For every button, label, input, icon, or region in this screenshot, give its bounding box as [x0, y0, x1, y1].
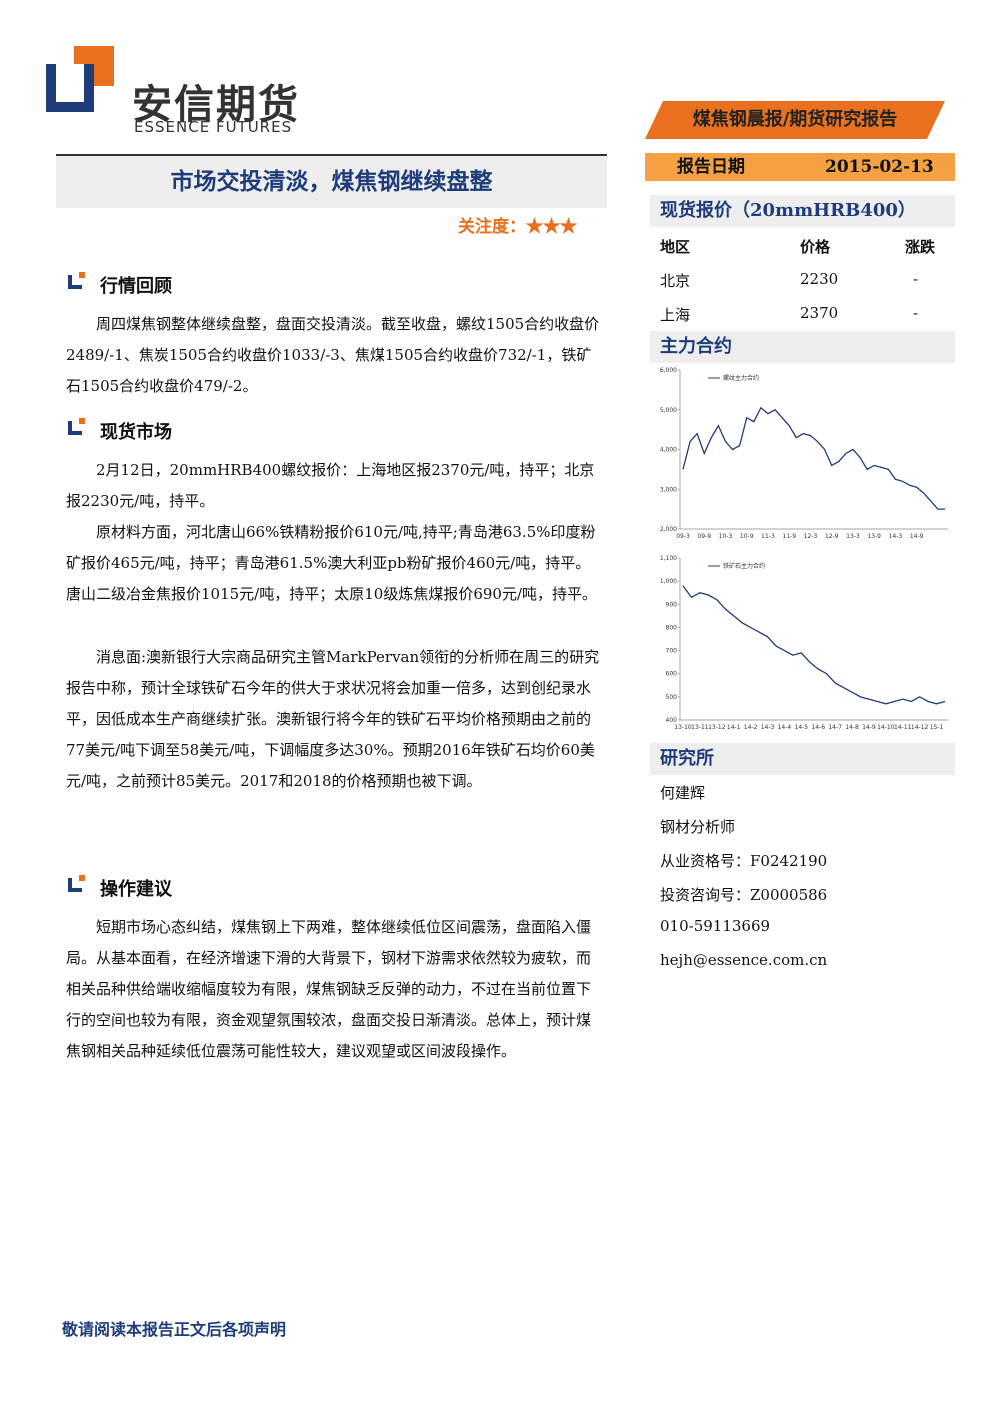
line — [682, 585, 946, 705]
x-tick-label: 14-3 — [761, 724, 775, 731]
section-heading: 行情回顾 — [100, 276, 172, 297]
x-tick-label: 09-9 — [697, 533, 711, 540]
research-heading: 研究所 — [650, 743, 955, 775]
report-type: 煤焦钢晨报/期货研究报告 — [645, 101, 945, 139]
research-line: 从业资格号：F0242190 — [660, 852, 828, 870]
paragraph: 短期市场心态纠结，煤焦钢上下两难，整体继续低位区间震荡，盘面陷入僵局。从基本面看… — [66, 918, 592, 1060]
y-tick-label: 400 — [666, 717, 678, 724]
paragraph: 周四煤焦钢整体继续盘整，盘面交投清淡。截至收盘，螺纹1505合约收盘价2489/… — [66, 315, 600, 395]
x-tick-label: 13-10 — [674, 724, 692, 731]
x-tick-label: 14-5 — [795, 724, 809, 731]
section-icon — [68, 272, 85, 289]
cell: 上海 — [660, 306, 691, 324]
x-tick-label: 11-9 — [782, 533, 796, 540]
spot-heading: 现货报价（20mmHRB400） — [650, 195, 955, 227]
y-tick-label: 2,000 — [660, 526, 677, 533]
attention: 关注度：★★★ — [458, 212, 577, 237]
report-title: 市场交投清淡，煤焦钢继续盘整 — [56, 154, 607, 208]
y-tick-label: 600 — [666, 671, 678, 678]
x-tick-label: 10-9 — [740, 533, 754, 540]
y-tick-label: 700 — [666, 648, 678, 655]
chart: 400 500 600 700 800 900 1,000 1,100 13-10 13-11 13… — [660, 555, 948, 731]
cell: 2370 — [800, 304, 839, 322]
cell: 北京 — [660, 272, 691, 290]
cell: - — [913, 304, 919, 322]
x-tick-label: 14-7 — [828, 724, 842, 731]
logo-text: 安信期货 — [132, 82, 300, 128]
paragraph: 原材料方面，河北唐山66%铁精粉报价610元/吨,持平;青岛港63.5%印度粉矿… — [66, 523, 598, 603]
x-tick-label: 14-3 — [889, 533, 903, 540]
research-line: 钢材分析师 — [660, 818, 736, 836]
col-head: 价格 — [800, 238, 831, 256]
legend-label: 铁矿石主力合约 — [723, 562, 765, 570]
heading-text: 主力合约 — [660, 336, 732, 357]
y-tick-label: 6,000 — [660, 367, 677, 374]
y-tick-label: 1,000 — [660, 578, 677, 585]
research-line: hejh@essence.com.cn — [660, 951, 828, 969]
x-tick-label: 14-9 — [862, 724, 876, 731]
x-tick-label: 14-11 — [894, 724, 912, 731]
y-tick-label: 4,000 — [660, 447, 677, 454]
logo-mark — [46, 46, 114, 112]
y-tick-label: 900 — [666, 601, 678, 608]
logo-subtext: ESSENCE FUTURES — [134, 118, 293, 136]
footer: 敬请阅读本报告正文后各项声明 — [62, 1320, 287, 1339]
y-tick-label: 5,000 — [660, 407, 677, 414]
section-icon — [68, 875, 85, 892]
date: 2015-02-13 — [825, 157, 934, 177]
legend-label: 螺纹主力合约 — [723, 374, 759, 382]
x-tick-label: 13-11 — [691, 724, 709, 731]
heading-text: 研究所 — [660, 748, 714, 769]
paragraph: 2月12日，20mmHRB400螺纹报价：上海地区报2370元/吨，持平；北京报… — [66, 461, 595, 510]
paragraph: 消息面:澳新银行大宗商品研究主管MarkPervan领衔的分析师在周三的研究报告… — [66, 648, 600, 790]
x-tick-label: 14-8 — [845, 724, 859, 731]
research-line: 投资咨询号：Z0000586 — [660, 886, 828, 904]
x-tick-label: 14-12 — [911, 724, 929, 731]
x-tick-label: 14-9 — [910, 533, 924, 540]
x-tick-label: 13-12 — [708, 724, 726, 731]
x-tick-label: 13-9 — [867, 533, 881, 540]
heading-text: 现货报价（20mmHRB400） — [660, 200, 916, 221]
x-tick-label: 14-2 — [744, 724, 758, 731]
contract-heading: 主力合约 — [650, 331, 955, 363]
x-tick-label: 15-1 — [930, 724, 944, 731]
y-tick-label: 800 — [666, 624, 678, 631]
date-label: 报告日期 — [677, 157, 745, 177]
x-tick-label: 10-3 — [719, 533, 733, 540]
section-heading: 现货市场 — [100, 422, 172, 443]
col-head: 地区 — [660, 238, 691, 256]
x-tick-label: 14-10 — [877, 724, 895, 731]
x-tick-label: 12-9 — [825, 533, 839, 540]
x-tick-label: 14-6 — [811, 724, 825, 731]
section-heading: 操作建议 — [100, 879, 172, 900]
x-tick-label: 11-3 — [761, 533, 775, 540]
chart: 2,000 3,000 4,000 5,000 6,000 09-3 09-9 10-3 10-… — [660, 367, 948, 540]
x-tick-label: 14-1 — [727, 724, 741, 731]
cell: - — [913, 270, 919, 288]
x-tick-label: 09-3 — [676, 533, 690, 540]
cell: 2230 — [800, 270, 839, 288]
x-tick-label: 13-3 — [846, 533, 860, 540]
research-line: 010-59113669 — [660, 917, 771, 935]
x-tick-label: 14-4 — [778, 724, 792, 731]
line — [682, 406, 945, 510]
y-tick-label: 500 — [666, 694, 678, 701]
research-line: 何建辉 — [660, 784, 706, 802]
section-icon — [68, 418, 85, 435]
x-tick-label: 12-3 — [804, 533, 818, 540]
col-head: 涨跌 — [905, 238, 936, 256]
date-bar: 报告日期 2015-02-13 — [645, 153, 955, 181]
y-tick-label: 3,000 — [660, 486, 677, 493]
stars: ★★★ — [526, 217, 577, 237]
y-tick-label: 1,100 — [660, 555, 677, 562]
attention-label: 关注度： — [458, 217, 526, 237]
